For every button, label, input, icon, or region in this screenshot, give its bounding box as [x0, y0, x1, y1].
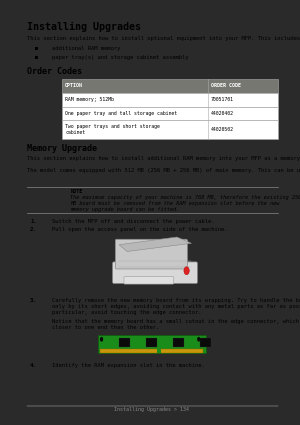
Text: 44020502: 44020502 [211, 127, 234, 132]
Polygon shape [119, 237, 191, 252]
Circle shape [197, 337, 200, 342]
Text: Carefully remove the new memory board from its wrapping. Try to handle the board: Carefully remove the new memory board fr… [52, 298, 300, 315]
Text: 3.: 3. [30, 298, 37, 303]
Text: One paper tray and tall storage cabinet: One paper tray and tall storage cabinet [65, 111, 177, 116]
FancyBboxPatch shape [112, 262, 197, 283]
FancyBboxPatch shape [100, 349, 203, 353]
Text: This section explains how to install optional equipment into your MFP. This incl: This section explains how to install opt… [27, 36, 300, 41]
FancyBboxPatch shape [118, 338, 130, 347]
Text: Pull open the access panel on the side of the machine.: Pull open the access panel on the side o… [52, 227, 227, 232]
Text: 70051701: 70051701 [211, 97, 234, 102]
Text: Installing Upgrades: Installing Upgrades [27, 22, 141, 31]
Text: Notice that the memory board has a small cutout in the edge connector, which is
: Notice that the memory board has a small… [52, 319, 300, 330]
Text: Installing Upgrades > 134: Installing Upgrades > 134 [114, 408, 189, 412]
FancyBboxPatch shape [172, 338, 184, 347]
Circle shape [100, 337, 103, 342]
Circle shape [184, 267, 189, 275]
Text: Order Codes: Order Codes [27, 67, 82, 76]
Text: This section explains how to install additional RAM memory into your MFP as a me: This section explains how to install add… [27, 156, 300, 161]
FancyBboxPatch shape [200, 338, 211, 347]
Text: ORDER CODE: ORDER CODE [211, 83, 241, 88]
FancyBboxPatch shape [124, 277, 174, 284]
Text: 44020402: 44020402 [211, 111, 234, 116]
Text: Switch the MFP off and disconnect the power cable.: Switch the MFP off and disconnect the po… [52, 219, 214, 224]
FancyBboxPatch shape [62, 93, 278, 107]
FancyBboxPatch shape [98, 335, 206, 353]
FancyBboxPatch shape [157, 349, 161, 353]
Text: NOTE: NOTE [70, 189, 83, 194]
Text: 2.: 2. [30, 227, 37, 232]
Text: Memory Upgrade: Memory Upgrade [27, 144, 97, 153]
FancyBboxPatch shape [62, 120, 278, 139]
Text: The maximum capacity of your machine is 768 MB, therefore the existing 256
MB bo: The maximum capacity of your machine is … [70, 195, 300, 212]
Text: 1.: 1. [30, 219, 37, 224]
Text: Two paper trays and short storage
cabinet: Two paper trays and short storage cabine… [65, 124, 160, 135]
FancyBboxPatch shape [146, 338, 158, 347]
FancyBboxPatch shape [115, 239, 188, 269]
Text: ■: ■ [35, 54, 38, 60]
Text: additional RAM memory: additional RAM memory [52, 45, 120, 51]
Text: Identify the RAM expansion slot in the machine.: Identify the RAM expansion slot in the m… [52, 363, 204, 368]
Text: RAM memory; 512Mb: RAM memory; 512Mb [65, 97, 114, 102]
FancyBboxPatch shape [62, 79, 278, 93]
Text: 4.: 4. [30, 363, 37, 368]
Text: The model comes equipped with 512 MB (256 MB + 256 MB) of main memory. This can : The model comes equipped with 512 MB (25… [27, 168, 300, 173]
Text: OPTION: OPTION [65, 83, 83, 88]
Text: ■: ■ [35, 45, 38, 51]
Text: paper tray(s) and storage cabinet assembly: paper tray(s) and storage cabinet assemb… [52, 54, 188, 60]
FancyBboxPatch shape [62, 107, 278, 120]
